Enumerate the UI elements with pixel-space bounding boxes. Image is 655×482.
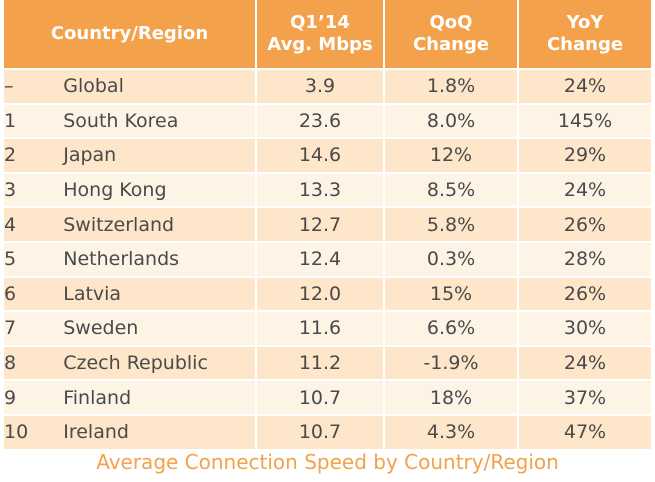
country-name: Sweden [63, 317, 139, 340]
country-cell: 2 Japan [4, 139, 257, 172]
country-name: Czech Republic [63, 352, 208, 375]
avg-mbps-value: 12.7 [257, 208, 385, 241]
connection-speed-table: Country/Region Q1’14 Avg. Mbps QoQ Chang… [4, 0, 651, 449]
country-cell: 3 Hong Kong [4, 173, 257, 207]
country-cell: 1 South Korea [4, 104, 257, 138]
qoq-value: 8.0% [385, 104, 519, 138]
rank-value: 8 [4, 352, 17, 375]
table-row: 3 Hong Kong 13.3 8.5% 24% [4, 171, 651, 207]
table-row: 4 Switzerland 12.7 5.8% 26% [4, 206, 651, 241]
country-name: South Korea [63, 109, 179, 132]
rank-value: 6 [4, 282, 17, 305]
yoy-value: 37% [563, 386, 607, 409]
avg-mbps-value: 23.6 [257, 104, 385, 138]
rank-value: 10 [4, 421, 29, 444]
header-qoq: QoQ Change [385, 0, 519, 68]
rank-value: 7 [4, 317, 17, 340]
country-name: Japan [63, 144, 117, 167]
country-name: Latvia [63, 282, 122, 305]
avg-mbps-value: 3.9 [257, 70, 385, 103]
country-cell: 8 Czech Republic [4, 346, 257, 380]
qoq-value: 8.5% [385, 173, 519, 207]
country-name: Netherlands [63, 248, 180, 271]
yoy-value: 24% [563, 179, 607, 202]
qoq-value: 1.8% [385, 70, 519, 103]
rank-value: – [4, 75, 14, 98]
avg-mbps-value: 11.2 [257, 346, 385, 380]
qoq-value: 0.3% [385, 242, 519, 276]
country-cell: 6 Latvia [4, 277, 257, 311]
header-avg-mbps: Q1’14 Avg. Mbps [257, 0, 385, 68]
yoy-value: 26% [563, 282, 607, 305]
country-cell: 5 Netherlands [4, 242, 257, 276]
yoy-value: 24% [563, 75, 607, 98]
country-cell: – Global [4, 70, 257, 103]
rank-value: 4 [4, 213, 17, 236]
table-row: 6 Latvia 12.0 15% 26% [4, 275, 651, 311]
country-cell: 4 Switzerland [4, 208, 257, 241]
country-cell: 7 Sweden [4, 312, 257, 345]
table-row: 5 Netherlands 12.4 0.3% 28% [4, 240, 651, 276]
country-name: Hong Kong [63, 179, 167, 202]
yoy-value: 145% [557, 109, 613, 132]
qoq-value: 4.3% [385, 415, 519, 449]
avg-mbps-value: 13.3 [257, 173, 385, 207]
country-name: Global [63, 75, 124, 98]
header-yoy: YoY Change [546, 12, 624, 55]
country-name: Ireland [63, 421, 129, 444]
table-row: 1 South Korea 23.6 8.0% 145% [4, 102, 651, 138]
table-body: – Global 3.9 1.8% 24% 1 South Korea 23.6 8.0% 145… [4, 68, 651, 449]
yoy-value: 47% [563, 421, 607, 444]
table-row: 10 Ireland 10.7 4.3% 47% [4, 413, 651, 449]
qoq-value: -1.9% [385, 346, 519, 380]
country-cell: 9 Finland [4, 381, 257, 414]
table-row: 2 Japan 14.6 12% 29% [4, 137, 651, 172]
rank-value: 3 [4, 179, 17, 202]
header-country: Country/Region [4, 0, 257, 68]
country-name: Switzerland [63, 213, 175, 236]
yoy-value: 29% [563, 144, 607, 167]
avg-mbps-value: 12.0 [257, 277, 385, 311]
rank-value: 1 [4, 109, 17, 132]
avg-mbps-value: 10.7 [257, 381, 385, 414]
qoq-value: 12% [385, 139, 519, 172]
qoq-value: 15% [385, 277, 519, 311]
table-row: 7 Sweden 11.6 6.6% 30% [4, 310, 651, 345]
qoq-value: 18% [385, 381, 519, 414]
yoy-value: 28% [563, 248, 607, 271]
qoq-value: 5.8% [385, 208, 519, 241]
rank-value: 9 [4, 386, 17, 409]
rank-value: 2 [4, 144, 17, 167]
avg-mbps-value: 14.6 [257, 139, 385, 172]
table-header: Country/Region Q1’14 Avg. Mbps QoQ Chang… [4, 0, 651, 68]
country-name: Finland [63, 386, 132, 409]
yoy-value: 30% [563, 317, 607, 340]
yoy-value: 24% [563, 352, 607, 375]
yoy-value: 26% [563, 213, 607, 236]
rank-value: 5 [4, 248, 17, 271]
table-row: – Global 3.9 1.8% 24% [4, 68, 651, 103]
table-row: 8 Czech Republic 11.2 -1.9% 24% [4, 344, 651, 380]
avg-mbps-value: 10.7 [257, 415, 385, 449]
table-caption: Average Connection Speed by Country/Regi… [96, 450, 559, 474]
qoq-value: 6.6% [385, 312, 519, 345]
table-row: 9 Finland 10.7 18% 37% [4, 379, 651, 414]
country-cell: 10 Ireland [4, 415, 257, 449]
avg-mbps-value: 12.4 [257, 242, 385, 276]
avg-mbps-value: 11.6 [257, 312, 385, 345]
